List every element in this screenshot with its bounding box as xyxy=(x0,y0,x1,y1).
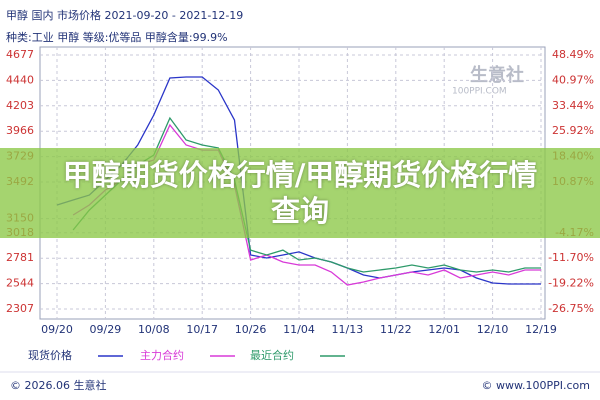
x-tick-label: 11/04 xyxy=(283,323,315,336)
legend-label: 最近合约 xyxy=(250,348,294,362)
y2-tick-label: -11.70% xyxy=(548,251,594,264)
x-tick-label: 11/22 xyxy=(380,323,412,336)
footer-left: © 2026.06 生意社 xyxy=(10,378,106,392)
x-tick-label: 10/17 xyxy=(186,323,218,336)
y2-tick-label: 33.44% xyxy=(552,99,594,112)
x-tick-label: 12/10 xyxy=(477,323,509,336)
x-tick-label: 12/19 xyxy=(525,323,557,336)
y2-tick-label: -26.75% xyxy=(548,302,594,315)
y-tick-label: 4677 xyxy=(6,48,34,61)
footer-right: © www.100PPI.com xyxy=(482,379,590,392)
y2-tick-label: 48.49% xyxy=(552,48,594,61)
x-tick-label: 09/20 xyxy=(41,323,73,336)
x-tick-label: 10/26 xyxy=(235,323,267,336)
chart-subtitle: 种类:工业 甲醇 等级:优等品 甲醇含量:99.9% xyxy=(6,30,228,44)
legend-label: 现货价格 xyxy=(28,348,72,362)
x-tick-label: 10/08 xyxy=(138,323,170,336)
banner: 甲醇期货价格行情/甲醇期货价格行情查询 xyxy=(0,148,600,238)
x-tick-label: 11/13 xyxy=(332,323,364,336)
y-tick-label: 2544 xyxy=(6,277,34,290)
y-tick-label: 4440 xyxy=(6,73,34,86)
x-tick-label: 12/01 xyxy=(428,323,460,336)
y2-tick-label: 25.92% xyxy=(552,124,594,137)
y-tick-label: 2307 xyxy=(6,302,34,315)
x-tick-label: 09/29 xyxy=(90,323,122,336)
banner-text: 甲醇期货价格行情/甲醇期货价格行情查询 xyxy=(62,158,538,228)
watermark: 生意社 xyxy=(470,64,524,86)
y-tick-label: 2781 xyxy=(6,251,34,264)
y2-tick-label: -19.22% xyxy=(548,277,594,290)
y2-tick-label: 40.97% xyxy=(552,73,594,86)
y-tick-label: 3966 xyxy=(6,124,34,137)
watermark-site: 100PPI.COM xyxy=(452,87,507,97)
chart-title: 甲醇 国内 市场价格 2021-09-20 - 2021-12-19 xyxy=(6,8,243,22)
y-tick-label: 4203 xyxy=(6,99,34,112)
legend-label: 主力合约 xyxy=(140,348,184,362)
